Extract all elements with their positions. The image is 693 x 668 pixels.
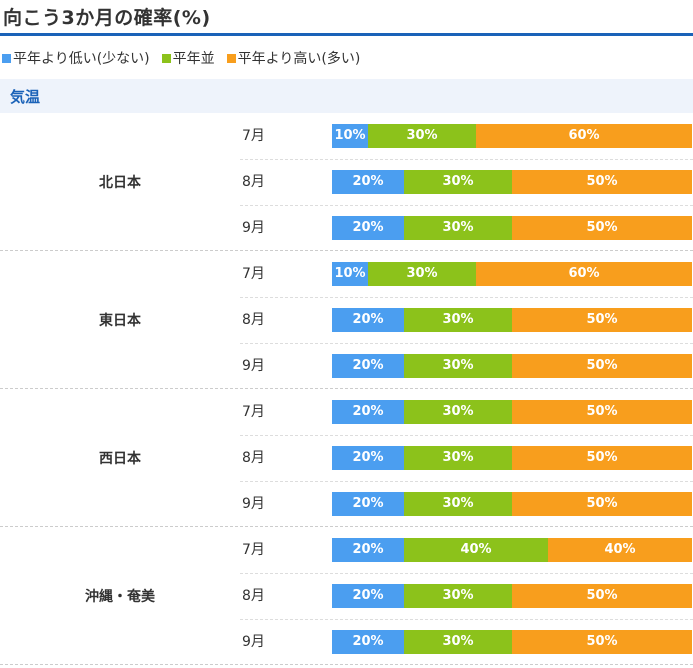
near-normal-segment: 30% — [404, 584, 512, 608]
legend-item-below: 平年より低い(少ない) — [2, 48, 150, 68]
above-normal-segment: 50% — [512, 354, 692, 378]
near-normal-segment: 30% — [404, 400, 512, 424]
above-normal-segment: 60% — [476, 124, 692, 148]
section-header-temperature: 気温 — [0, 79, 693, 113]
probability-bar: 20% 30% 50% — [332, 354, 692, 378]
above-normal-segment: 50% — [512, 400, 692, 424]
above-normal-segment: 60% — [476, 262, 692, 286]
legend-label-above: 平年より高い(多い) — [237, 51, 361, 67]
probability-bar: 10% 30% 60% — [332, 262, 692, 286]
probability-bar: 20% 30% 50% — [332, 170, 692, 194]
region-name: 北日本 — [99, 175, 141, 191]
region-group-okinawa-amami: 沖縄・奄美 7月 20% 40% 40% 8月 20% 30% 50% 9月 20% 30% 50% — [0, 527, 693, 665]
region-group-nishi-nihon: 西日本 7月 20% 30% 50% 8月 20% 30% 50% 9月 20% 30% 50% — [0, 389, 693, 527]
month-label: 9月 — [242, 358, 265, 374]
above-normal-segment: 50% — [512, 216, 692, 240]
legend-label-below: 平年より低い(少ない) — [13, 51, 150, 67]
below-normal-segment: 20% — [332, 170, 404, 194]
below-normal-segment: 20% — [332, 492, 404, 516]
probability-bar: 20% 30% 50% — [332, 446, 692, 470]
above-normal-segment: 50% — [512, 630, 692, 654]
month-row: 9月 20% 30% 50% — [240, 481, 693, 527]
above-normal-segment: 40% — [548, 538, 692, 562]
below-normal-segment: 20% — [332, 538, 404, 562]
legend-swatch-normal — [161, 53, 171, 63]
near-normal-segment: 30% — [368, 262, 476, 286]
near-normal-segment: 30% — [404, 216, 512, 240]
legend-label-normal: 平年並 — [172, 51, 215, 67]
month-row: 7月 20% 40% 40% — [240, 527, 693, 574]
month-label: 7月 — [242, 542, 265, 558]
legend: 平年より低い(少ない) 平年並 平年より高い(多い) — [2, 48, 372, 68]
probability-bar: 20% 30% 50% — [332, 216, 692, 240]
below-normal-segment: 20% — [332, 216, 404, 240]
month-row: 8月 20% 30% 50% — [240, 573, 693, 620]
legend-item-above: 平年より高い(多い) — [226, 48, 361, 68]
below-normal-segment: 20% — [332, 584, 404, 608]
month-label: 8月 — [242, 174, 265, 190]
region-separator — [0, 388, 693, 389]
below-normal-segment: 20% — [332, 308, 404, 332]
month-row: 9月 20% 30% 50% — [240, 619, 693, 665]
near-normal-segment: 30% — [404, 446, 512, 470]
probability-bar: 20% 30% 50% — [332, 630, 692, 654]
region-separator — [0, 664, 693, 665]
month-label: 8月 — [242, 312, 265, 328]
region-name: 西日本 — [99, 451, 141, 467]
month-row: 9月 20% 30% 50% — [240, 343, 693, 389]
page-title: 向こう3か月の確率(%) — [3, 7, 211, 29]
month-label: 9月 — [242, 496, 265, 512]
above-normal-segment: 50% — [512, 308, 692, 332]
probability-bar: 20% 30% 50% — [332, 492, 692, 516]
below-normal-segment: 10% — [332, 262, 368, 286]
month-row: 8月 20% 30% 50% — [240, 159, 693, 206]
near-normal-segment: 30% — [368, 124, 476, 148]
month-row: 7月 10% 30% 60% — [240, 113, 693, 160]
region-group-kita-nihon: 北日本 7月 10% 30% 60% 8月 20% 30% 50% 9月 20% 30% 50% — [0, 113, 693, 251]
month-label: 7月 — [242, 266, 265, 282]
month-row: 9月 20% 30% 50% — [240, 205, 693, 251]
above-normal-segment: 50% — [512, 584, 692, 608]
near-normal-segment: 30% — [404, 170, 512, 194]
probability-bar: 20% 30% 50% — [332, 308, 692, 332]
below-normal-segment: 20% — [332, 630, 404, 654]
near-normal-segment: 40% — [404, 538, 548, 562]
legend-item-normal: 平年並 — [161, 48, 215, 68]
near-normal-segment: 30% — [404, 308, 512, 332]
region-separator — [0, 250, 693, 251]
below-normal-segment: 10% — [332, 124, 368, 148]
month-row: 7月 20% 30% 50% — [240, 389, 693, 436]
month-row: 8月 20% 30% 50% — [240, 435, 693, 482]
below-normal-segment: 20% — [332, 400, 404, 424]
region-group-higashi-nihon: 東日本 7月 10% 30% 60% 8月 20% 30% 50% 9月 20% 30% 50% — [0, 251, 693, 389]
month-label: 8月 — [242, 588, 265, 604]
month-label: 9月 — [242, 220, 265, 236]
region-name: 東日本 — [99, 313, 141, 329]
near-normal-segment: 30% — [404, 354, 512, 378]
above-normal-segment: 50% — [512, 492, 692, 516]
probability-bar: 20% 30% 50% — [332, 400, 692, 424]
month-row: 8月 20% 30% 50% — [240, 297, 693, 344]
legend-swatch-above — [226, 53, 236, 63]
region-separator — [0, 526, 693, 527]
probability-bar: 20% 40% 40% — [332, 538, 692, 562]
title-rule — [0, 33, 693, 36]
near-normal-segment: 30% — [404, 492, 512, 516]
probability-bar: 20% 30% 50% — [332, 584, 692, 608]
near-normal-segment: 30% — [404, 630, 512, 654]
below-normal-segment: 20% — [332, 446, 404, 470]
month-row: 7月 10% 30% 60% — [240, 251, 693, 298]
region-name: 沖縄・奄美 — [85, 589, 155, 605]
legend-swatch-below — [2, 53, 11, 63]
above-normal-segment: 50% — [512, 170, 692, 194]
section-label: 気温 — [10, 88, 41, 106]
month-label: 7月 — [242, 128, 265, 144]
month-label: 9月 — [242, 634, 265, 650]
month-label: 7月 — [242, 404, 265, 420]
below-normal-segment: 20% — [332, 354, 404, 378]
month-label: 8月 — [242, 450, 265, 466]
above-normal-segment: 50% — [512, 446, 692, 470]
probability-bar: 10% 30% 60% — [332, 124, 692, 148]
